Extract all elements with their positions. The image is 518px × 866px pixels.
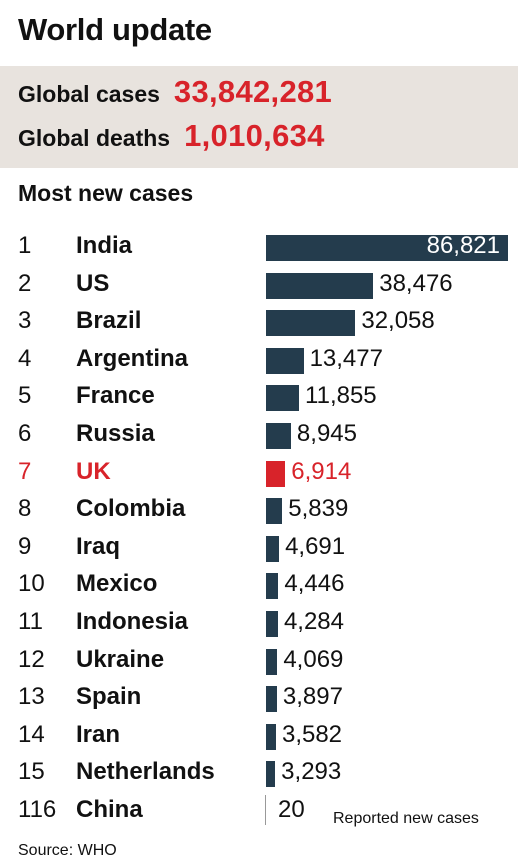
country-label: Spain xyxy=(76,683,142,711)
country-label: China xyxy=(76,796,143,823)
value-label: 20 xyxy=(278,796,305,823)
global-cases-label: Global cases xyxy=(18,81,160,107)
value-label: 13,477 xyxy=(309,344,383,372)
value-label: 4,446 xyxy=(284,570,345,598)
bar xyxy=(266,347,304,374)
bar xyxy=(266,385,300,412)
value-label: 11,855 xyxy=(305,382,377,410)
rank-label: 12 xyxy=(18,645,45,673)
bar xyxy=(266,611,278,637)
legend-note: Reported new cases xyxy=(333,810,479,827)
bar xyxy=(266,235,508,261)
rank-label: 3 xyxy=(18,307,32,335)
bar xyxy=(266,460,286,487)
rank-label: 1 xyxy=(18,232,32,259)
bar-axis-divider xyxy=(265,795,266,825)
value-label: 3,582 xyxy=(281,720,343,748)
rank-label: 15 xyxy=(18,758,45,786)
source-note: Source: WHO xyxy=(18,842,117,859)
global-deaths-label: Global deaths xyxy=(18,125,171,151)
rank-label: 4 xyxy=(18,344,32,372)
value-label: 8,945 xyxy=(296,420,357,447)
global-cases-row: Global cases 33,842,281 xyxy=(18,74,332,114)
bar xyxy=(266,272,374,299)
rank-label: 10 xyxy=(18,570,45,598)
global-deaths-row: Global deaths 1,010,634 xyxy=(18,118,325,158)
page-title: World update xyxy=(18,12,212,47)
rank-label: 8 xyxy=(18,495,32,523)
bar xyxy=(266,761,276,788)
value-label: 5,839 xyxy=(288,495,349,523)
country-label: Mexico xyxy=(76,570,158,598)
country-label: Iraq xyxy=(76,532,121,560)
value-label: 4,284 xyxy=(283,608,344,635)
global-cases-value: 33,842,281 xyxy=(173,74,333,109)
bar xyxy=(266,310,356,337)
global-stats-panel: Global cases 33,842,281 Global deaths 1,… xyxy=(0,66,518,168)
rank-label: 6 xyxy=(18,420,32,447)
country-label: US xyxy=(76,269,110,297)
country-label: Iran xyxy=(76,720,121,748)
bar xyxy=(266,498,283,525)
country-label: Russia xyxy=(76,420,155,447)
country-label: Colombia xyxy=(76,495,186,523)
bar xyxy=(266,573,279,600)
country-label: India xyxy=(76,232,133,259)
rank-label: 2 xyxy=(18,269,32,297)
global-deaths-value: 1,010,634 xyxy=(184,118,325,153)
bar xyxy=(266,423,291,449)
country-label: Netherlands xyxy=(76,758,215,786)
value-label: 4,691 xyxy=(285,532,346,560)
rank-label: 9 xyxy=(18,532,32,560)
country-label: Indonesia xyxy=(76,608,189,635)
rank-label: 7 xyxy=(18,457,32,485)
rank-label: 5 xyxy=(18,382,32,410)
value-label: 32,058 xyxy=(361,307,435,335)
country-label: UK xyxy=(76,457,111,485)
value-label: 6,914 xyxy=(291,457,352,485)
value-label: 4,069 xyxy=(283,645,344,673)
chart-subtitle: Most new cases xyxy=(18,180,194,206)
rank-label: 116 xyxy=(18,796,57,823)
bar xyxy=(266,535,280,562)
bar xyxy=(266,648,278,675)
country-label: Argentina xyxy=(76,344,189,372)
rank-label: 13 xyxy=(18,683,45,711)
value-label: 38,476 xyxy=(379,269,453,297)
bar xyxy=(266,686,277,713)
rank-label: 11 xyxy=(18,608,43,635)
country-label: France xyxy=(76,382,155,410)
country-label: Brazil xyxy=(76,307,142,335)
rank-label: 14 xyxy=(18,720,45,748)
bar xyxy=(266,723,276,750)
value-label: 86,821 xyxy=(426,232,500,259)
value-label: 3,293 xyxy=(281,758,342,786)
country-label: Ukraine xyxy=(76,645,165,673)
value-label: 3,897 xyxy=(282,683,343,711)
